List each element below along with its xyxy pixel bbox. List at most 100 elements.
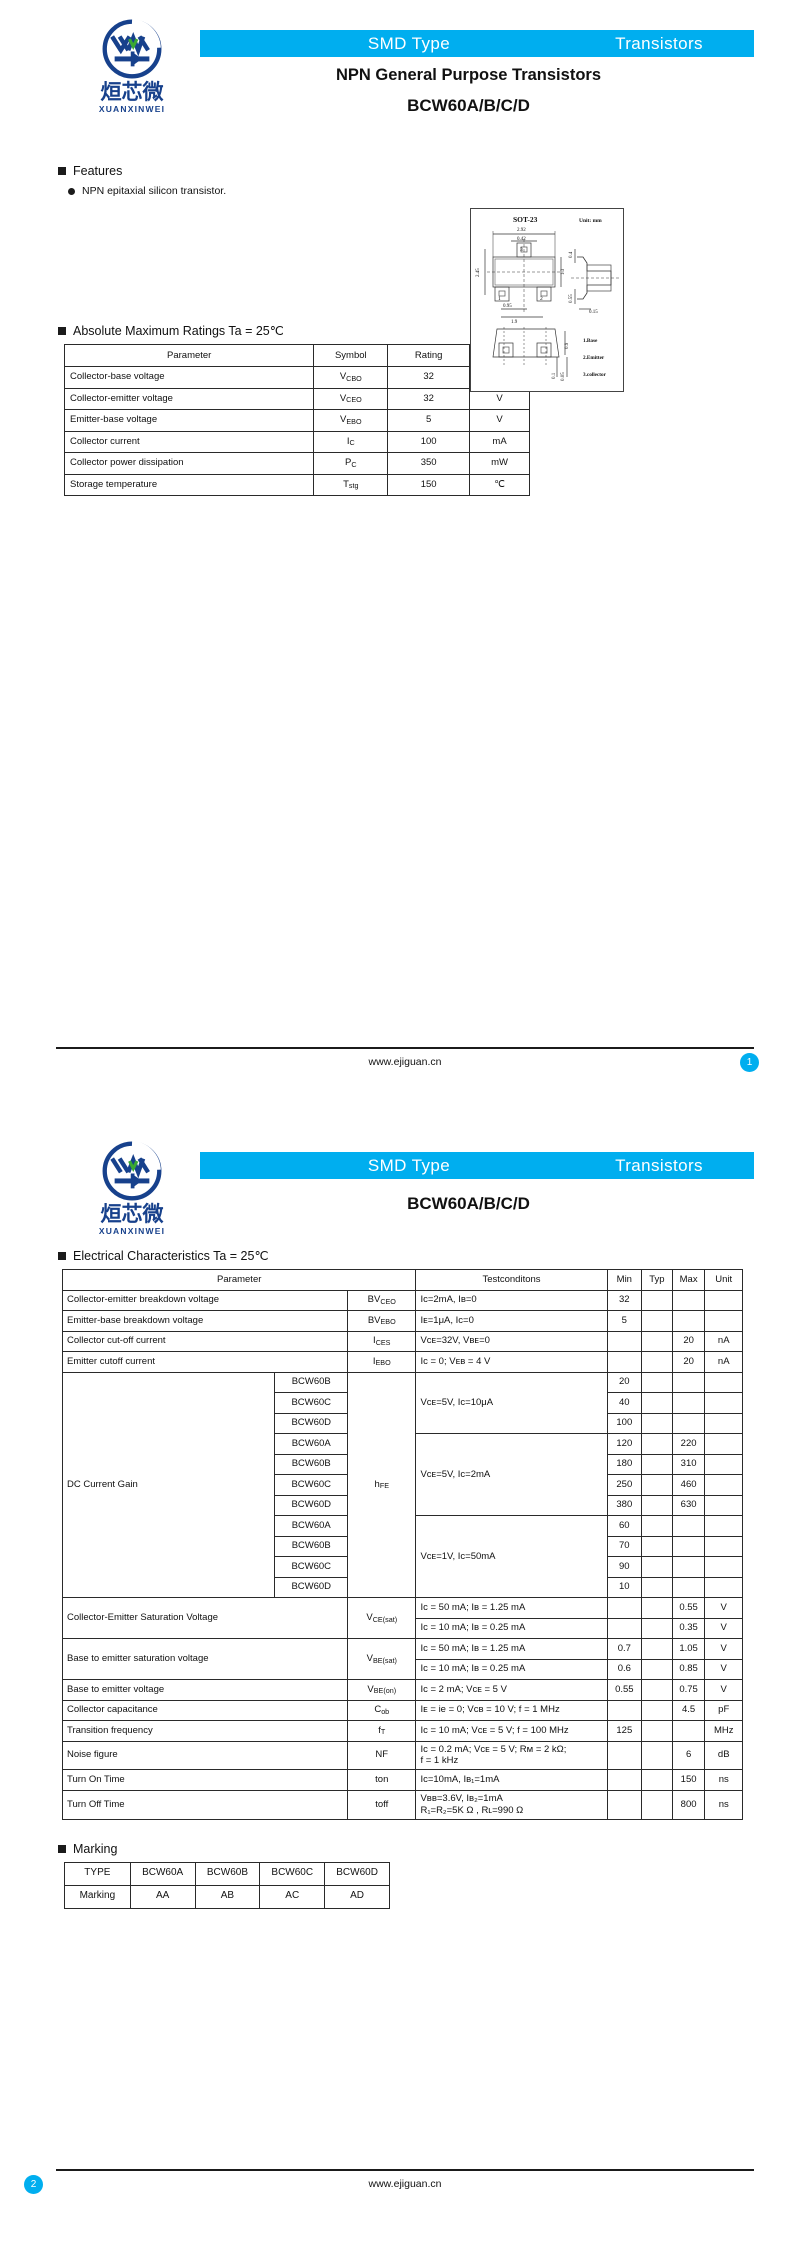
cell-unit: nA	[704, 1351, 743, 1373]
cell-symbol: NF	[347, 1740, 417, 1771]
cell-type: BCW60B	[194, 1861, 261, 1886]
table-row: Collector cut-off current ICES Vᴄᴇ=32V, Vʙ…	[61, 1330, 743, 1352]
cell-unit	[704, 1371, 743, 1393]
cell-typ	[641, 1371, 673, 1393]
cell-typ	[641, 1351, 673, 1373]
cell-type: BCW60B	[274, 1371, 349, 1393]
header-transistors-label: Transistors	[615, 33, 703, 53]
part-number-title: BCW60A/B/C/D	[407, 1194, 530, 1213]
table-row: Turn Off Time toff Vʙʙ=3.6V, Iʙ₂=1mA R₁=R₂=…	[61, 1789, 743, 1820]
cell-min: 250	[606, 1474, 643, 1496]
header-banner: SMD Type Transistors	[200, 1152, 754, 1179]
page-1: 烜芯微 XUANXINWEI SMD Type Transistors NPN …	[56, 18, 759, 1072]
header-transistors-label: Transistors	[615, 1155, 703, 1175]
table-row: Collector-Emitter Saturation Voltage VCE(…	[61, 1597, 743, 1639]
logo-chinese-name: 烜芯微	[100, 80, 164, 104]
table-row: BCW60B 180 310	[63, 1453, 743, 1475]
cell-max: 460	[671, 1474, 706, 1496]
header-banner: SMD Type Transistors	[200, 30, 754, 57]
cell-typ	[641, 1412, 673, 1434]
cell-unit	[704, 1576, 743, 1598]
cell-min: 90	[606, 1556, 643, 1578]
cell-testcondition: Ic = 50 mA; Iʙ = 1.25 mA	[415, 1597, 608, 1619]
cell-testcondition: Vᴄᴇ=5V, Ic=2mA	[415, 1433, 608, 1516]
cell-symbol: BVEBO	[347, 1310, 417, 1332]
cell-min: 20	[606, 1371, 643, 1393]
cell-parameter: Base to emitter saturation voltage	[61, 1638, 349, 1680]
package-outline-drawing: SOT-23 Unit: mm	[470, 208, 624, 392]
logo-pinyin: XUANXINWEI	[98, 104, 166, 115]
header-smd-type-label: SMD Type	[367, 33, 451, 53]
cell-typ	[641, 1515, 673, 1537]
cell-unit: MHz	[704, 1720, 743, 1742]
cell-type: BCW60A	[274, 1515, 349, 1537]
cell-symbol: ICES	[347, 1330, 417, 1352]
cell-rating: 32	[387, 387, 471, 410]
cell-min: 40	[606, 1392, 643, 1414]
cell-unit	[704, 1494, 743, 1516]
cell-min: 100	[606, 1412, 643, 1434]
cell-testcondition: Ic = 0; Vᴇʙ = 4 V	[415, 1351, 608, 1373]
cell-unit: V	[704, 1638, 743, 1660]
dim-thick-label: 0.9	[565, 342, 570, 349]
cell-symbol: ton	[347, 1769, 417, 1791]
cell-typ	[641, 1617, 673, 1639]
cell-typ	[641, 1453, 673, 1475]
cell-min: 32	[606, 1289, 643, 1311]
cell-marking: AB	[194, 1884, 261, 1909]
cell-typ	[641, 1789, 673, 1820]
cell-unit: nA	[704, 1330, 743, 1352]
cell-typ	[641, 1330, 673, 1352]
cell-typ	[641, 1638, 673, 1660]
cell-parameter: Collector-emitter voltage	[63, 387, 315, 410]
part-number-title: BCW60A/B/C/D	[407, 96, 530, 115]
cell-testcondition: Vʙʙ=3.6V, Iʙ₂=1mA R₁=R₂=5K Ω , Rʟ=990 Ω	[415, 1789, 608, 1820]
cell-rating: 100	[387, 430, 471, 453]
cell-unit	[704, 1433, 743, 1455]
cell-min	[606, 1740, 643, 1771]
table-row: Emitter cutoff current IEBO Ic = 0; Vᴇʙ = …	[61, 1351, 743, 1373]
ec-heading-label: Electrical Characteristics Ta = 25℃	[73, 1249, 269, 1263]
cell-unit: mW	[469, 452, 530, 475]
cell-symbol: hFE	[347, 1371, 417, 1598]
cell-unit	[704, 1535, 743, 1557]
cell-min	[606, 1351, 643, 1373]
table-row: BCW60C 90	[63, 1556, 743, 1578]
cell-typ	[641, 1679, 673, 1701]
cell-max: 0.55	[671, 1597, 706, 1619]
cell-parameter: Collector power dissipation	[63, 452, 315, 475]
electrical-characteristics-table: Parameter Symbol Testconditons Min Typ M…	[61, 1269, 743, 1820]
cell-max: 310	[671, 1453, 706, 1475]
table-row: Base to emitter saturation voltage VBE(sa…	[61, 1638, 743, 1680]
cell-min: 5	[606, 1310, 643, 1332]
amr-heading-label: Absolute Maximum Ratings Ta = 25℃	[73, 324, 284, 338]
cell-parameter: Emitter-base breakdown voltage	[61, 1310, 349, 1332]
cell-min: 70	[606, 1535, 643, 1557]
xxw-logo-icon	[102, 18, 162, 79]
logo-pinyin: XUANXINWEI	[98, 1226, 166, 1237]
cell-parameter: Transition frequency	[61, 1720, 349, 1742]
cell-min: 0.7	[606, 1638, 643, 1660]
col-max: Max	[671, 1269, 706, 1291]
cell-unit: pF	[704, 1699, 743, 1721]
footer-url[interactable]: www.ejiguan.cn	[368, 2178, 442, 2190]
cell-min: 125	[606, 1720, 643, 1742]
cell-type: BCW60C	[259, 1861, 326, 1886]
cell-symbol: VCE(sat)	[347, 1597, 417, 1639]
col-testconditions: Testconditons	[415, 1269, 608, 1291]
cell-testcondition: Vᴄᴇ=32V, Vʙᴇ=0	[415, 1330, 608, 1352]
cell-symbol: VBE(on)	[347, 1679, 417, 1701]
cell-parameter: Turn On Time	[61, 1769, 349, 1791]
cell-marking: AA	[129, 1884, 196, 1909]
cell-testcondition: Ic = 0.2 mA; Vᴄᴇ = 5 V; Rᴍ = 2 kΩ; f = 1 …	[415, 1740, 608, 1771]
cell-type: BCW60D	[274, 1576, 349, 1598]
page-title: NPN General Purpose Transistors	[335, 66, 601, 84]
cell-type: BCW60D	[324, 1861, 390, 1886]
package-name-label: SOT-23	[513, 215, 538, 224]
cell-unit: ℃	[469, 473, 530, 496]
footer-url[interactable]: www.ejiguan.cn	[368, 1056, 442, 1068]
table-row: Emitter-base breakdown voltage BVEBO Iᴇ=1μ…	[61, 1310, 743, 1332]
cell-parameter: Storage temperature	[63, 473, 315, 496]
dim-pitch-small-label: 0.95	[503, 304, 512, 309]
cell-parameter: Collector cut-off current	[61, 1330, 349, 1352]
